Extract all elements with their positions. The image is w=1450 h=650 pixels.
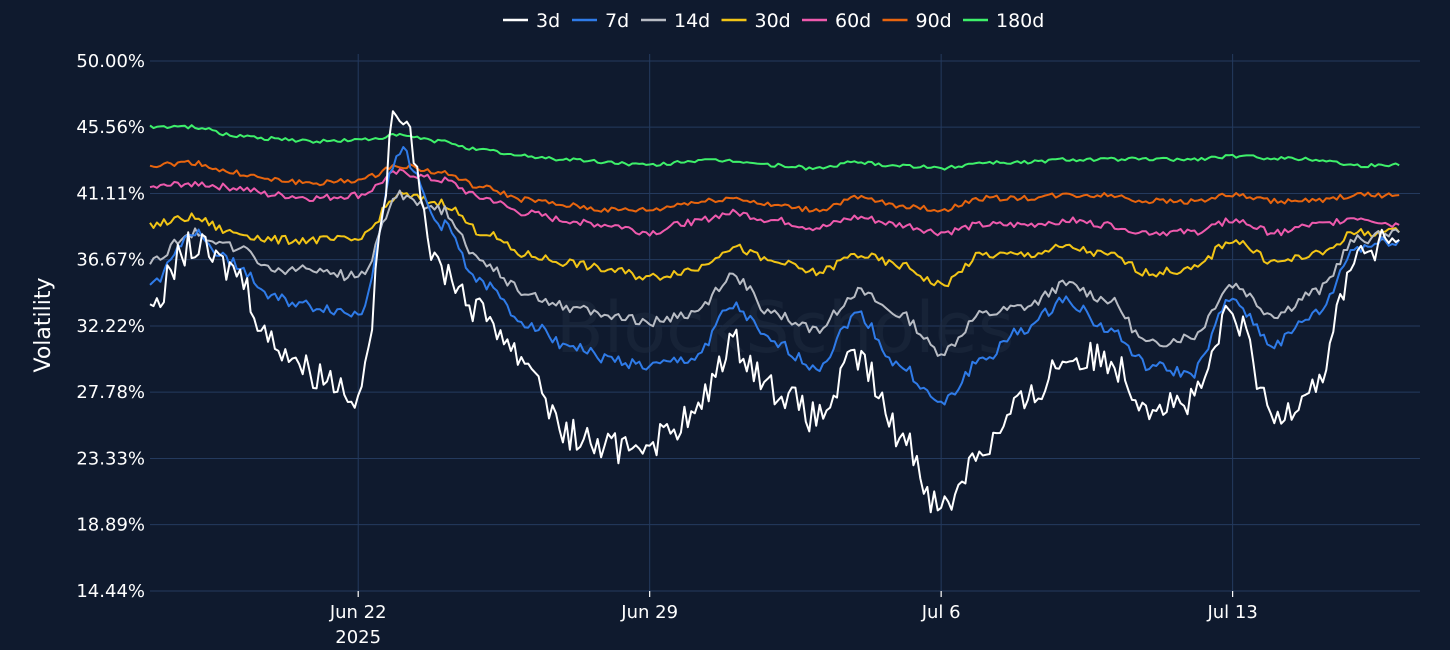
legend-label: 30d	[755, 10, 791, 32]
y-tick-label: 14.44%	[76, 581, 145, 602]
legend-item-180d: 180d	[963, 10, 1044, 32]
legend-item-14d: 14d	[641, 10, 710, 32]
series-line-7d	[149, 146, 1401, 406]
legend-label: 60d	[835, 10, 871, 32]
y-axis-title: Volatility	[31, 277, 56, 372]
legend-label: 7d	[605, 10, 629, 32]
series-line-30d	[149, 191, 1400, 288]
legend-label: 90d	[916, 10, 952, 32]
legend-item-3d: 3d	[503, 10, 560, 32]
grid	[150, 54, 1420, 592]
x-tick-label: Jun 22	[329, 602, 387, 623]
x-tick-label: Jul 13	[1206, 602, 1257, 623]
series-line-3d	[149, 110, 1400, 514]
y-axis-ticks: 14.44% 18.89% 23.33% 27.78% 32.22% 36.67% 41.1…	[76, 51, 145, 602]
series-line-60d	[149, 168, 1400, 237]
y-tick-label: 50.00%	[76, 51, 145, 72]
legend-item-60d: 60d	[802, 10, 871, 32]
series-layer	[149, 110, 1401, 514]
series-line-90d	[149, 159, 1400, 213]
y-tick-label: 18.89%	[76, 515, 145, 536]
legend-label: 3d	[536, 10, 560, 32]
y-tick-label: 41.11%	[76, 184, 145, 205]
legend-label: 14d	[674, 10, 710, 32]
watermark: BlockScholes	[556, 287, 1014, 369]
legend-item-7d: 7d	[572, 10, 629, 32]
y-tick-label: 45.56%	[76, 117, 145, 138]
x-tick-sublabel: 2025	[335, 627, 381, 648]
legend-item-30d: 30d	[721, 10, 791, 32]
series-line-180d	[149, 124, 1400, 171]
series-line-14d	[149, 189, 1400, 357]
x-tick-label: Jul 6	[921, 602, 961, 623]
y-tick-label: 23.33%	[76, 449, 145, 470]
legend-label: 180d	[996, 10, 1044, 32]
legend-item-90d: 90d	[882, 10, 952, 32]
x-tick-label: Jun 29	[620, 602, 678, 623]
y-tick-label: 32.22%	[76, 316, 145, 337]
x-axis-ticks: Jun 22 2025 Jun 29 Jul 6 Jul 13	[329, 591, 1258, 648]
y-tick-label: 27.78%	[76, 382, 145, 403]
legend: 3d 7d 14d 30d 60d 90d 180d	[503, 10, 1044, 32]
y-tick-label: 36.67%	[76, 250, 145, 271]
